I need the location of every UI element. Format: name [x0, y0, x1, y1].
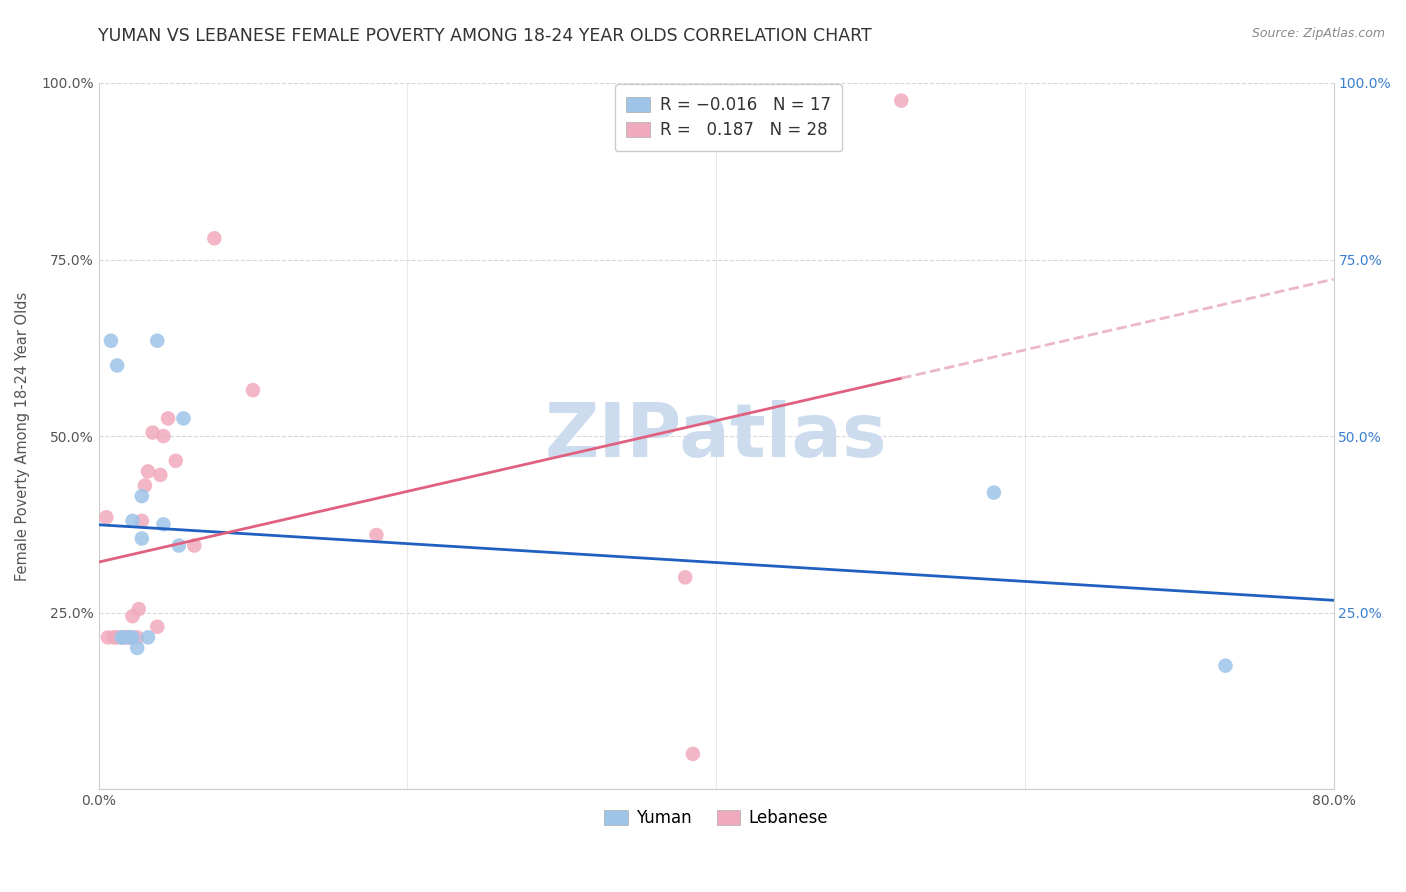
Point [131, 489, 153, 503]
Point [121, 631, 143, 645]
Point [157, 411, 180, 425]
Point [136, 464, 159, 478]
Point [100, 334, 122, 348]
Legend: Yuman, Lebanese: Yuman, Lebanese [598, 803, 835, 834]
Text: Source: ZipAtlas.com: Source: ZipAtlas.com [1251, 27, 1385, 40]
Point [890, 94, 912, 108]
Y-axis label: Female Poverty Among 18-24 Year Olds: Female Poverty Among 18-24 Year Olds [15, 292, 30, 581]
Point [146, 620, 169, 634]
Point [111, 631, 134, 645]
Point [131, 532, 153, 546]
Point [118, 631, 141, 645]
Point [1215, 658, 1237, 673]
Point [105, 631, 128, 645]
Point [115, 631, 138, 645]
Point [121, 609, 143, 624]
Point [202, 231, 225, 245]
Point [165, 454, 187, 468]
Point [673, 570, 696, 584]
Point [128, 602, 150, 616]
Text: YUMAN VS LEBANESE FEMALE POVERTY AMONG 18-24 YEAR OLDS CORRELATION CHART: YUMAN VS LEBANESE FEMALE POVERTY AMONG 1… [98, 27, 872, 45]
Point [121, 631, 143, 645]
Point [118, 631, 141, 645]
Point [149, 467, 172, 482]
Point [111, 631, 134, 645]
Point [167, 539, 190, 553]
Point [127, 640, 149, 655]
Point [112, 631, 135, 645]
Point [105, 359, 128, 373]
Point [146, 334, 169, 348]
Point [136, 631, 159, 645]
Point [682, 747, 704, 761]
Point [96, 510, 118, 524]
Point [142, 425, 165, 440]
Point [152, 517, 174, 532]
Point [152, 429, 174, 443]
Text: ZIPatlas: ZIPatlas [544, 400, 887, 473]
Point [173, 411, 195, 425]
Point [112, 631, 135, 645]
Point [366, 528, 388, 542]
Point [97, 631, 120, 645]
Point [242, 383, 264, 397]
Point [134, 478, 156, 492]
Point [121, 514, 143, 528]
Point [983, 485, 1005, 500]
Point [183, 539, 205, 553]
Point [127, 631, 149, 645]
Point [131, 514, 153, 528]
Point [103, 631, 125, 645]
